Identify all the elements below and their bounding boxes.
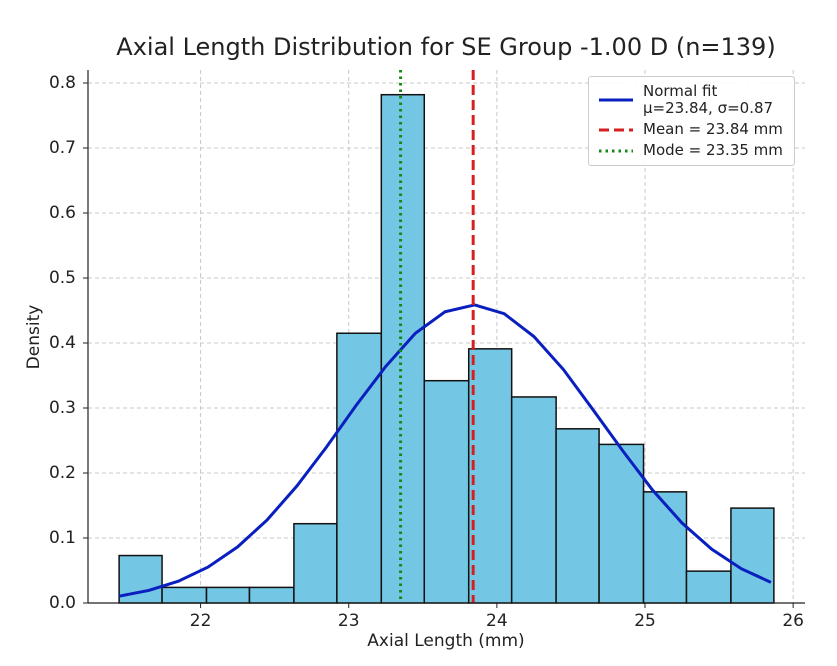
y-tick-label: 0.1 xyxy=(49,528,76,548)
y-axis-label: Density xyxy=(24,305,44,370)
y-tick-label: 0.3 xyxy=(49,398,76,418)
legend-swatch xyxy=(599,98,633,102)
bar xyxy=(555,428,600,604)
bar xyxy=(730,507,775,604)
bar xyxy=(293,522,338,604)
y-tick-label: 0.0 xyxy=(49,593,76,613)
y-tick-label: 0.5 xyxy=(49,268,76,288)
legend-entry: Normal fit μ=23.84, σ=0.87 xyxy=(589,81,794,119)
bar xyxy=(642,491,688,604)
bar xyxy=(161,586,208,604)
legend-entry: Mode = 23.35 mm xyxy=(589,140,794,161)
legend-swatch xyxy=(599,149,633,152)
bar xyxy=(205,586,251,604)
bar xyxy=(336,332,383,604)
legend-swatch xyxy=(599,128,633,131)
x-tick-label: 26 xyxy=(782,611,804,631)
bar xyxy=(685,570,732,604)
bar xyxy=(423,379,470,604)
y-tick-label: 0.7 xyxy=(49,138,76,158)
x-tick-label: 25 xyxy=(634,611,656,631)
legend-label: Mean = 23.84 mm xyxy=(643,120,783,138)
legend-label: Mode = 23.35 mm xyxy=(643,141,783,159)
bar xyxy=(510,396,557,604)
x-tick-label: 24 xyxy=(486,611,508,631)
fit-line xyxy=(118,303,772,598)
y-tick-label: 0.6 xyxy=(49,203,76,223)
bar xyxy=(467,348,513,604)
legend-label: Normal fit μ=23.84, σ=0.87 xyxy=(643,82,774,117)
y-tick-label: 0.2 xyxy=(49,463,76,483)
bar xyxy=(248,586,295,604)
x-tick-label: 23 xyxy=(338,611,360,631)
x-axis-label: Axial Length (mm) xyxy=(367,631,524,651)
legend-entry: Mean = 23.84 mm xyxy=(589,119,794,140)
chart-title: Axial Length Distribution for SE Group -… xyxy=(116,33,775,61)
y-tick-label: 0.4 xyxy=(49,333,76,353)
x-tick-label: 22 xyxy=(190,611,212,631)
legend: Normal fit μ=23.84, σ=0.87 Mean = 23.84 m… xyxy=(588,76,795,166)
y-tick-label: 0.8 xyxy=(49,73,76,93)
